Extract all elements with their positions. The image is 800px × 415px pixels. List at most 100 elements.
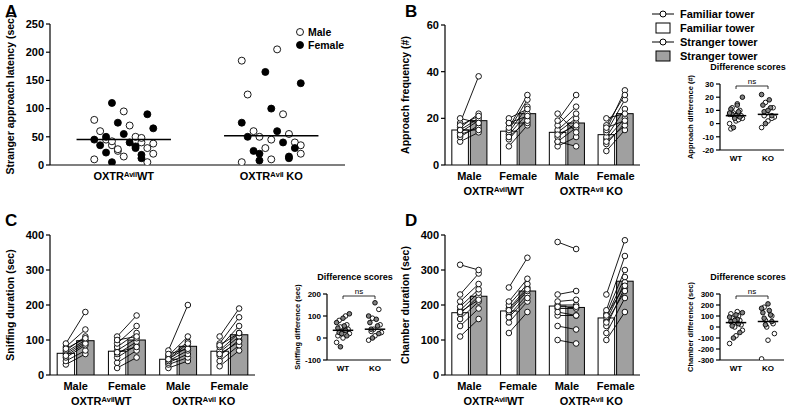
- x-axis: [50, 164, 345, 165]
- legend-swatch: [656, 51, 670, 61]
- point: [138, 134, 145, 141]
- y-tick-label: 150: [26, 74, 44, 86]
- inset-title: Difference scores: [710, 62, 786, 72]
- category-label: Female: [499, 380, 537, 392]
- y-axis-label: Approach frequency (#): [399, 36, 411, 154]
- point: [735, 103, 740, 108]
- category-label: KO: [369, 364, 381, 373]
- point: [555, 337, 561, 343]
- median-line: [758, 114, 778, 116]
- y-tick: [441, 24, 445, 25]
- point: [759, 125, 764, 130]
- point: [341, 316, 346, 321]
- point: [555, 304, 561, 310]
- y-tick-label: -200: [698, 345, 715, 354]
- point: [555, 139, 561, 145]
- point: [457, 127, 463, 133]
- category-label: Female: [499, 170, 537, 182]
- point: [573, 288, 579, 294]
- point: [622, 118, 628, 124]
- point: [108, 159, 115, 165]
- point: [114, 337, 120, 343]
- point: [555, 299, 561, 305]
- y-tick: [46, 136, 50, 137]
- figure: A050100150200250Stranger approach latenc…: [0, 0, 800, 415]
- legend-label: Stranger tower: [680, 50, 758, 62]
- point: [334, 340, 339, 345]
- point: [268, 156, 275, 163]
- point: [373, 301, 378, 306]
- point: [274, 46, 281, 53]
- y-axis: [49, 24, 50, 165]
- point: [285, 155, 292, 162]
- point: [604, 148, 610, 154]
- y-tick-label: 300: [701, 290, 715, 299]
- y-tick: [716, 149, 720, 150]
- point: [457, 292, 463, 298]
- point: [622, 283, 628, 289]
- point: [506, 144, 512, 150]
- point: [555, 139, 561, 145]
- point: [476, 267, 482, 273]
- point: [342, 324, 347, 329]
- point: [297, 150, 304, 157]
- annotation: ns: [748, 287, 756, 296]
- point: [604, 337, 610, 343]
- y-tick: [441, 71, 445, 72]
- point: [604, 330, 610, 336]
- point: [185, 341, 191, 347]
- point: [166, 351, 172, 357]
- category-label: OXTRᴬᵛⁱˡWT: [93, 170, 154, 182]
- point: [370, 336, 375, 341]
- point: [138, 151, 145, 158]
- y-tick-label: 100: [701, 312, 715, 321]
- group-label: OXTRᴬᵛⁱˡ KO: [560, 185, 623, 197]
- point: [555, 111, 561, 117]
- y-tick-label: -100: [305, 356, 322, 365]
- bar: [568, 123, 585, 165]
- group-label: OXTRᴬᵛⁱˡWT: [463, 185, 524, 197]
- point: [525, 276, 531, 282]
- y-tick: [716, 136, 720, 137]
- y-axis-label: Approach difference (#): [686, 74, 695, 159]
- panel-letter: B: [405, 2, 417, 21]
- point: [506, 285, 512, 291]
- point: [457, 262, 463, 268]
- point: [573, 144, 579, 150]
- category-label: WT: [337, 364, 350, 373]
- point: [604, 313, 610, 319]
- plot-marks: [452, 74, 633, 165]
- y-tick: [46, 234, 50, 235]
- significance-bracket: [736, 86, 768, 89]
- y-tick-label: 0: [38, 159, 44, 171]
- paired-line: [460, 319, 479, 337]
- y-tick: [716, 110, 720, 111]
- point: [377, 307, 382, 312]
- y-tick-label: 100: [421, 334, 439, 346]
- legend-label: Familiar tower: [680, 22, 755, 34]
- y-tick-label: 200: [308, 290, 322, 299]
- median-line: [365, 328, 385, 330]
- y-axis: [326, 294, 327, 360]
- y-axis-label: Sniffing difference (sec): [293, 284, 302, 370]
- point: [114, 119, 121, 126]
- point: [573, 313, 579, 319]
- point: [732, 116, 737, 121]
- point: [731, 125, 736, 130]
- point: [236, 330, 242, 336]
- point: [555, 239, 561, 245]
- point: [555, 132, 561, 138]
- point: [236, 323, 242, 329]
- significance-bracket: [736, 296, 768, 299]
- point: [604, 125, 610, 131]
- point: [727, 121, 732, 126]
- point: [622, 274, 628, 280]
- y-tick: [441, 304, 445, 305]
- point: [573, 123, 579, 129]
- y-tick: [46, 23, 50, 24]
- y-tick-label: 400: [421, 229, 439, 241]
- point: [727, 111, 732, 116]
- point: [734, 313, 739, 318]
- y-tick-label: 0: [433, 369, 439, 381]
- annotation: ns: [748, 77, 756, 86]
